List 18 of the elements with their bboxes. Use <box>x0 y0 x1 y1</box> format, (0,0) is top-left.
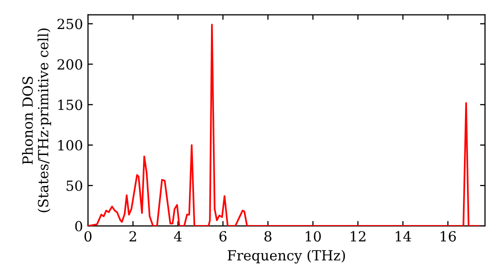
x-axis-title: Frequency (THz) <box>228 250 345 264</box>
x-tick-label: 6 <box>219 231 226 242</box>
y-tick-label: 150 <box>58 100 82 110</box>
y-tick-label: 0 <box>75 220 82 232</box>
y-tick-label: 250 <box>58 18 82 30</box>
line-series <box>88 24 480 226</box>
x-tick-label: 2 <box>130 231 136 242</box>
x-tick-label: 12 <box>350 231 366 242</box>
x-tick-label: 4 <box>174 231 182 242</box>
x-tick-label: 16 <box>440 231 456 242</box>
y-tick-label: 100 <box>58 140 82 151</box>
x-tick-label: 10 <box>306 231 321 242</box>
y-tick-label: 50 <box>66 180 82 191</box>
x-tick-label: 0 <box>84 231 92 242</box>
x-tick-label: 14 <box>396 231 412 242</box>
x-tick-label: 8 <box>264 231 272 242</box>
y-tick-label: 200 <box>58 59 82 70</box>
y-axis-title: Phonon DOS (States/THz·primitive cell) <box>22 28 52 212</box>
